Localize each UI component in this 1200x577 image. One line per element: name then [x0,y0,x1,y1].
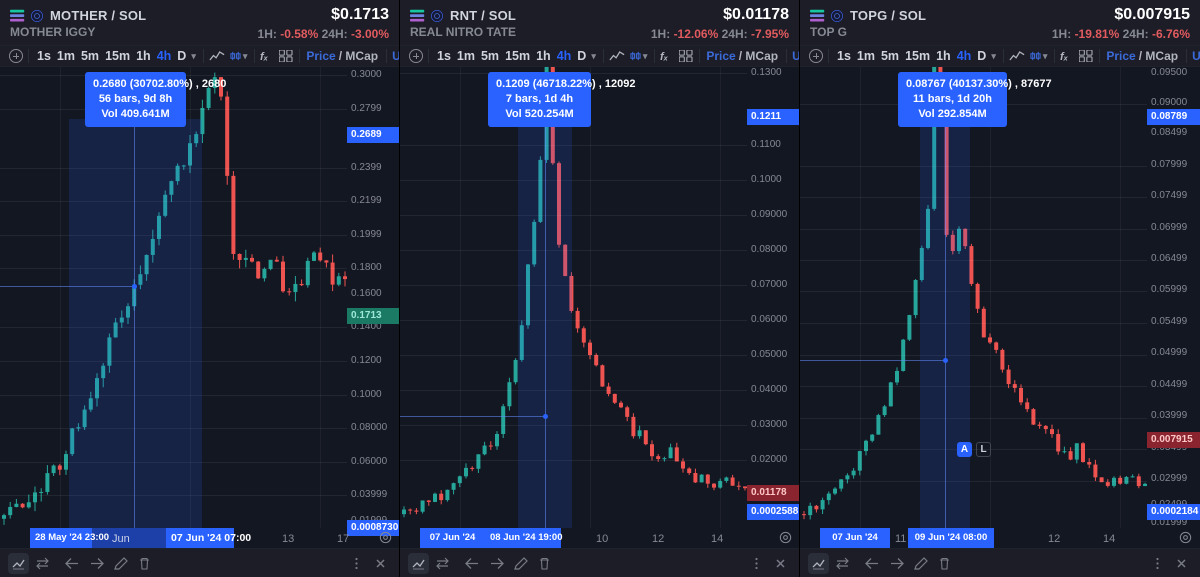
svg-text:fₓ: fₓ [1060,51,1069,62]
svg-text:fₓ: fₓ [260,51,269,62]
svg-text:fₓ: fₓ [660,51,669,62]
